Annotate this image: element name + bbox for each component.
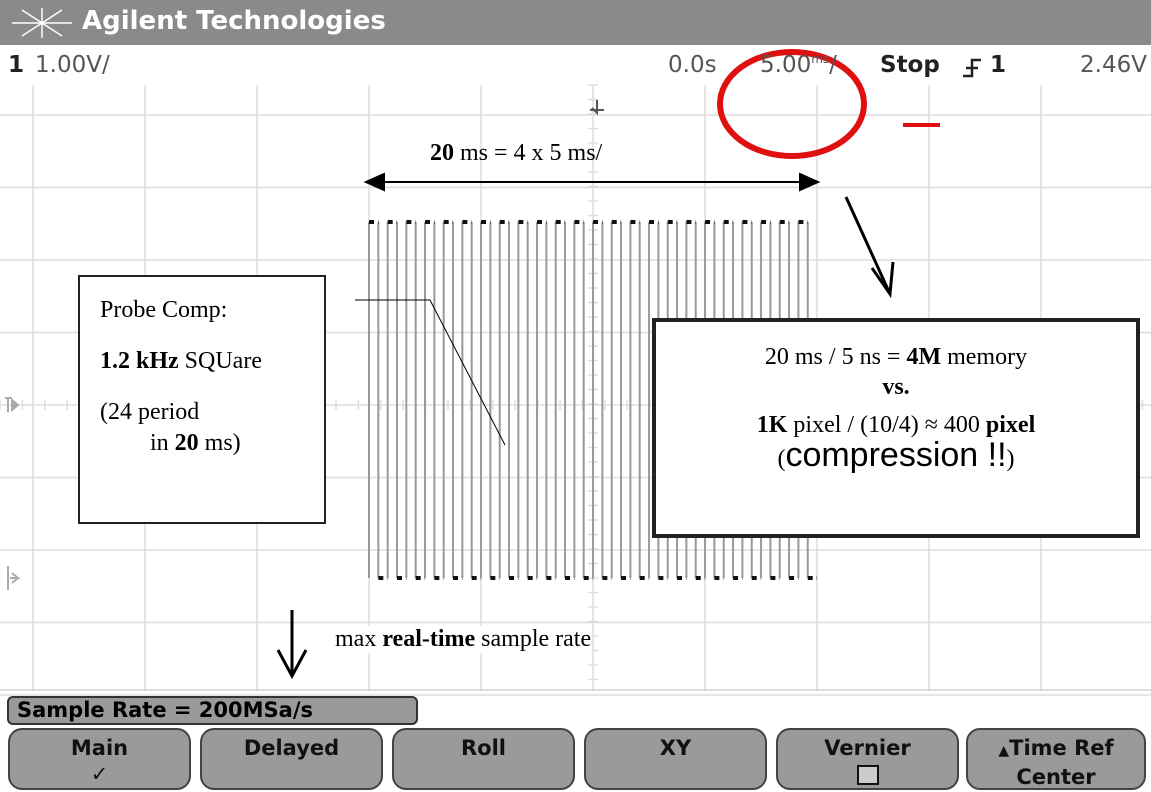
trigger-slope bbox=[960, 56, 984, 80]
softkey-label: Main bbox=[10, 735, 189, 761]
text: 20 bbox=[430, 140, 454, 166]
softkey[interactable]: Delayed bbox=[200, 728, 383, 790]
timebase-unit: ms bbox=[811, 52, 829, 66]
logo bbox=[8, 6, 76, 40]
note: max real-time sample rate bbox=[335, 626, 591, 653]
text: pixel bbox=[986, 412, 1035, 438]
softkey[interactable]: Roll bbox=[392, 728, 575, 790]
text: (24 period bbox=[100, 399, 324, 426]
text: 1K bbox=[757, 412, 788, 438]
sample-rate: Sample Rate = 200MSa/s bbox=[7, 696, 418, 725]
text: real-time bbox=[382, 626, 475, 652]
softkey[interactable]: Main✓ bbox=[8, 728, 191, 790]
pointer-arrow bbox=[846, 197, 893, 294]
text: in bbox=[150, 430, 175, 456]
memory-box: 20 ms / 5 ns = 4M memory vs. 1K pixel / … bbox=[652, 318, 1140, 538]
header-bar: Agilent Technologies bbox=[0, 0, 1151, 45]
timebase: 5.00ms/ bbox=[760, 52, 837, 78]
text-line: 1.2 kHz SQUare bbox=[100, 348, 324, 375]
softkey-label: Center bbox=[968, 764, 1144, 790]
text: 1.2 kHz bbox=[100, 348, 179, 374]
text: SQUare bbox=[179, 348, 262, 374]
delay: 0.0s bbox=[668, 52, 717, 78]
text: ms) bbox=[199, 430, 241, 456]
text: Probe Comp: bbox=[100, 297, 324, 324]
softkey-label: XY bbox=[586, 735, 765, 761]
ground-marker bbox=[8, 566, 18, 590]
text: ) bbox=[1007, 446, 1015, 472]
text: 4M bbox=[906, 344, 941, 370]
page: Agilent Technologies 1 1.00V/ 0.0s 5.00m… bbox=[0, 0, 1151, 792]
span-label: 20 ms = 4 x 5 ms/ bbox=[430, 140, 602, 167]
softkey-label: Vernier bbox=[778, 735, 957, 761]
trigger-source: 1 bbox=[990, 52, 1006, 78]
softkey-label-row: ▲Time Ref bbox=[968, 735, 1144, 764]
text: vs. bbox=[882, 374, 909, 400]
channel: 1 bbox=[8, 52, 24, 78]
text-line: in 20 ms) bbox=[150, 430, 324, 457]
softkey[interactable]: XY bbox=[584, 728, 767, 790]
softkey-label: Delayed bbox=[202, 735, 381, 761]
channel-scale: 1.00V/ bbox=[35, 52, 110, 78]
text: 20 bbox=[175, 430, 199, 456]
softkey[interactable]: Vernier bbox=[776, 728, 959, 790]
text-line: 20 ms / 5 ns = 4M memory bbox=[656, 342, 1136, 372]
softkey-label: Time Ref bbox=[1009, 736, 1114, 760]
text: memory bbox=[941, 344, 1027, 370]
arrow-icon: ▲ bbox=[998, 743, 1009, 759]
text: sample rate bbox=[475, 626, 591, 652]
trigger-position-marker bbox=[590, 100, 604, 113]
text: 20 ms / 5 ns = bbox=[765, 344, 907, 370]
brand: Agilent Technologies bbox=[82, 6, 386, 36]
probe-box: Probe Comp: 1.2 kHz SQUare (24 period in… bbox=[78, 275, 326, 524]
text-line: (compression !!) bbox=[656, 440, 1136, 474]
text: compression !! bbox=[785, 436, 1006, 474]
timebase-suffix: / bbox=[829, 52, 837, 78]
text: max bbox=[335, 626, 382, 652]
down-arrow bbox=[278, 610, 306, 676]
timebase-value: 5.00 bbox=[760, 52, 811, 78]
text: ms = 4 x 5 ms/ bbox=[454, 140, 602, 166]
text: pixel / (10/4) ≈ 400 bbox=[787, 412, 985, 438]
checkbox bbox=[857, 765, 879, 785]
trigger-level: 2.46V bbox=[1080, 52, 1147, 78]
softkey-indicator: ✓ bbox=[10, 761, 189, 787]
softkey-label: Roll bbox=[394, 735, 573, 761]
run-state: Stop bbox=[880, 52, 940, 78]
